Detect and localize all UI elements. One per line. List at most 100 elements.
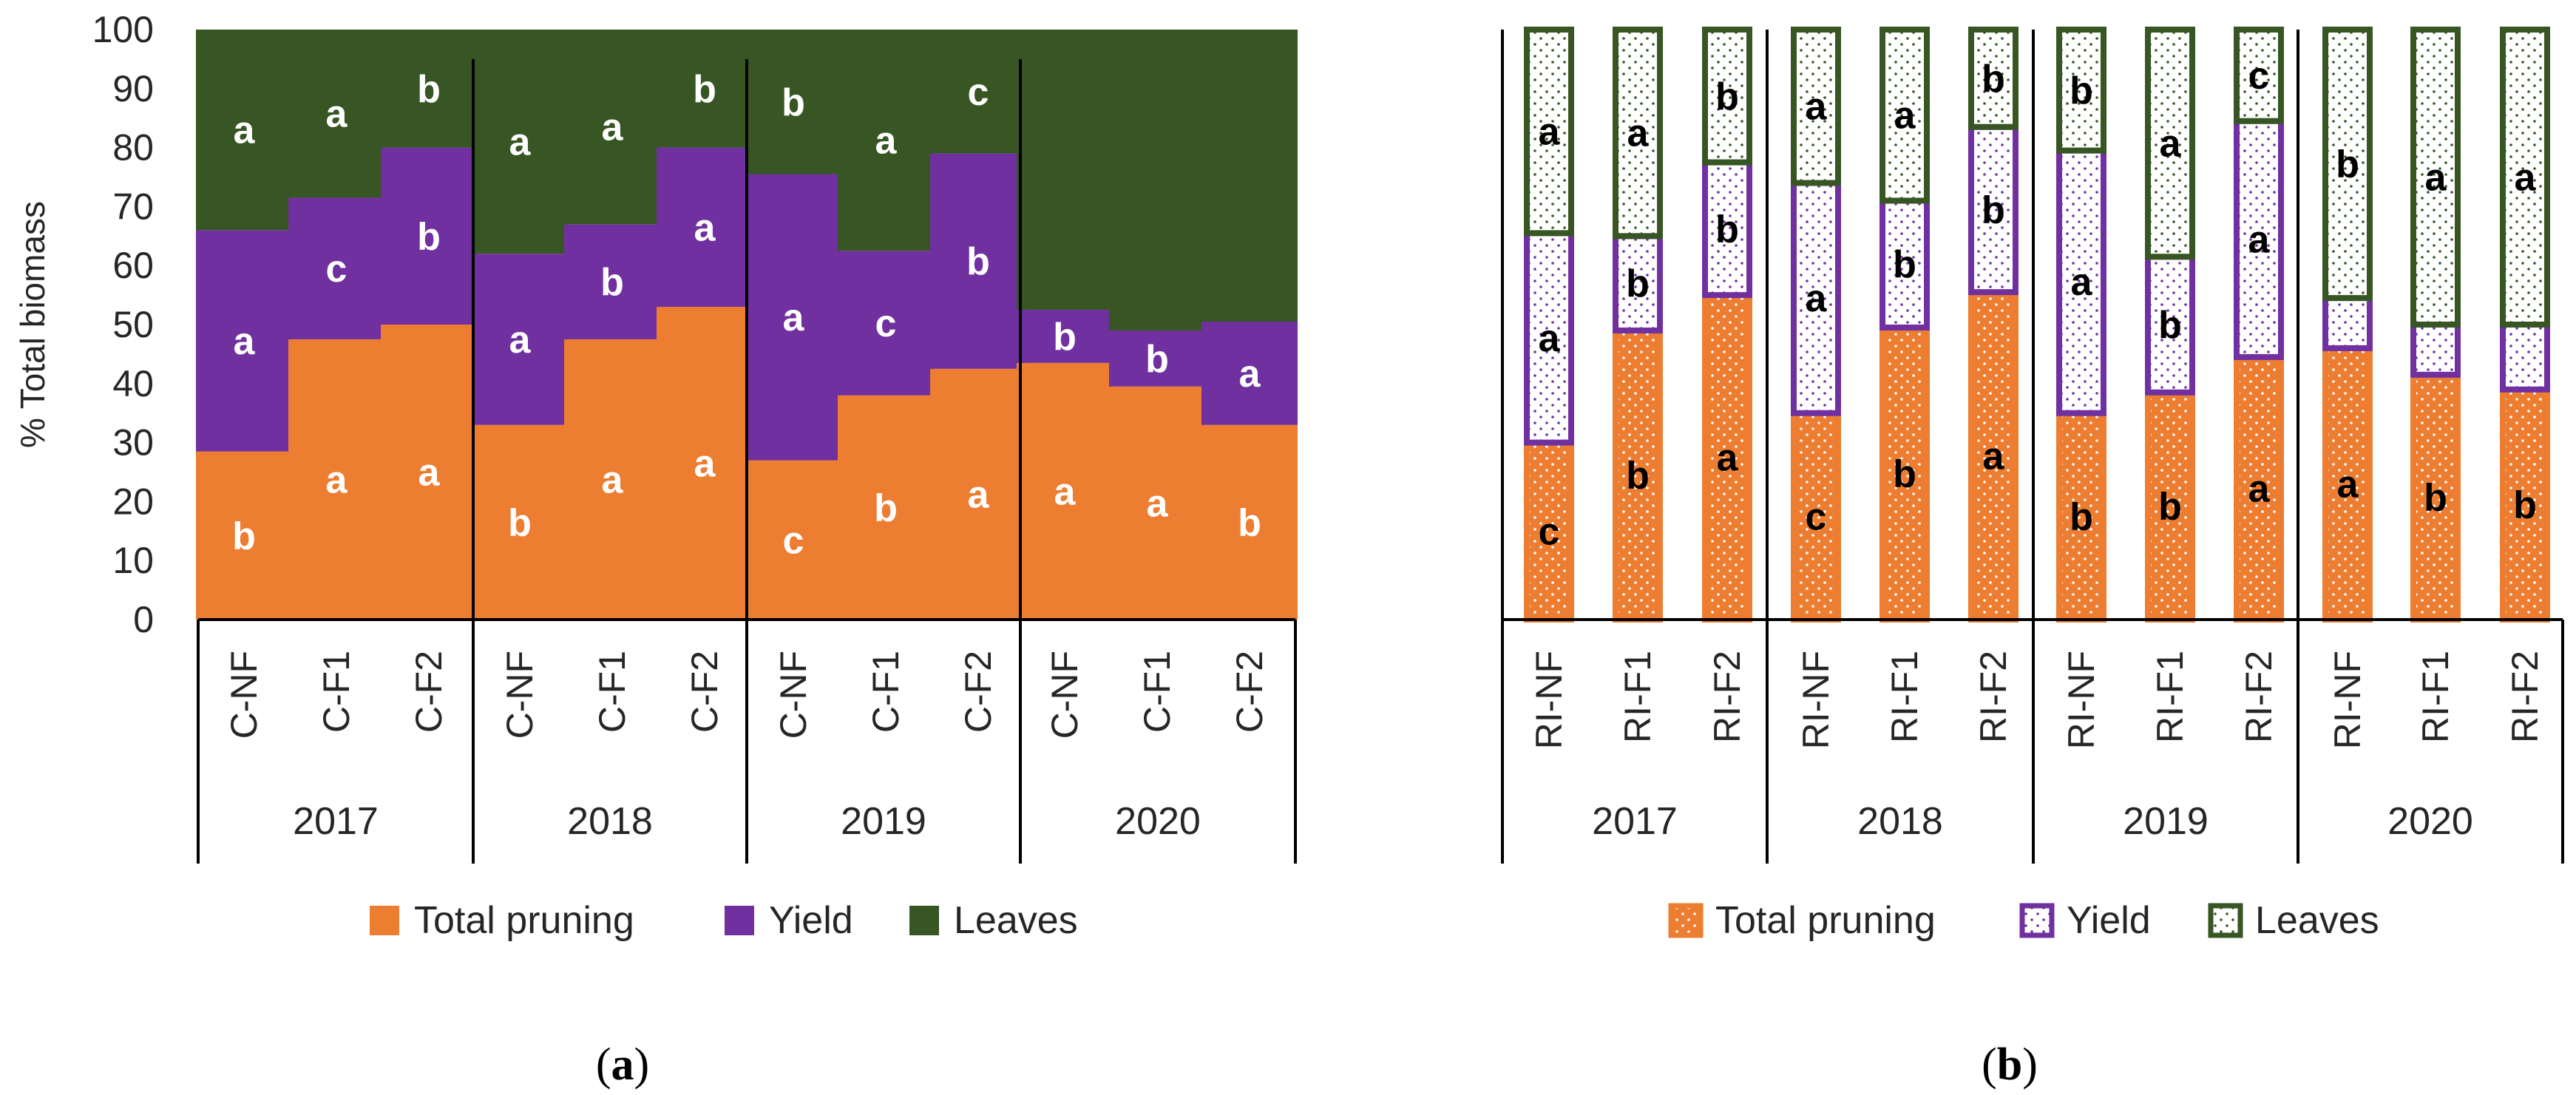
bar-segment-yield — [1791, 180, 1841, 416]
significance-letter: c — [1539, 510, 1560, 553]
bar-segment-leaves — [1017, 30, 1113, 311]
y-tick-label: 30 — [112, 422, 154, 464]
year-label: 2017 — [293, 800, 379, 843]
category-label: C-F2 — [684, 651, 725, 733]
bar-segment-total-pruning — [1201, 424, 1298, 620]
bar-segment-yield — [288, 197, 384, 339]
bar-segment-total-pruning — [2410, 371, 2461, 623]
panel-label-b: (b) — [1982, 1040, 2038, 1090]
category-label: RI-NF — [1528, 651, 1570, 749]
significance-letter: a — [2248, 467, 2271, 510]
bar-segment-leaves — [930, 30, 1026, 154]
bar-segment-total-pruning — [930, 368, 1026, 620]
significance-letter: b — [966, 240, 990, 283]
category-label: C-NF — [1044, 651, 1085, 739]
significance-letter: c — [783, 519, 804, 562]
bar-segment-yield — [2410, 322, 2461, 378]
y-tick-label: 80 — [112, 127, 154, 169]
bar-segment-yield — [745, 174, 841, 461]
year-label: 2018 — [1857, 800, 1943, 843]
significance-letter: a — [1806, 86, 1828, 129]
legend-label: Total pruning — [414, 899, 634, 942]
panel-label-a: (a) — [596, 1040, 649, 1090]
legend-swatch — [1668, 903, 1704, 938]
category-label: RI-F1 — [1617, 651, 1658, 743]
significance-letter: a — [602, 106, 624, 149]
category-label: C-NF — [223, 651, 265, 739]
y-tick-label: 70 — [112, 186, 154, 227]
significance-letter: b — [693, 68, 716, 111]
significance-letter: b — [1626, 262, 1650, 305]
year-label: 2017 — [1592, 800, 1678, 843]
significance-letter: a — [2071, 261, 2093, 304]
significance-letter: b — [1626, 454, 1650, 497]
legend-label: Yield — [769, 899, 853, 942]
significance-letter: b — [1053, 316, 1077, 359]
significance-letter: b — [2424, 476, 2447, 519]
significance-letter: c — [875, 302, 897, 345]
y-tick-label: 0 — [133, 599, 154, 640]
bar-segment-leaves — [2056, 27, 2106, 154]
bar-segment-total-pruning — [2500, 386, 2550, 623]
bar-segment-yield — [2322, 295, 2373, 351]
bar-segment-yield — [1017, 310, 1113, 363]
bar-segment-leaves — [1702, 27, 1752, 166]
y-tick-label: 90 — [112, 68, 154, 109]
bar-segment-leaves — [564, 30, 660, 225]
category-label: RI-NF — [2061, 651, 2102, 749]
category-label: C-F1 — [316, 651, 357, 733]
category-label: RI-F1 — [2149, 651, 2191, 743]
bar-segment-yield — [2056, 147, 2106, 416]
bar-segment-leaves — [1613, 27, 1663, 240]
bar-segment-total-pruning — [564, 339, 660, 620]
bar-segment-leaves — [2410, 27, 2461, 328]
category-label: RI-F2 — [1973, 651, 2014, 743]
bar-segment-leaves — [288, 30, 384, 198]
legend-swatch — [725, 906, 754, 935]
bar-segment-leaves — [1201, 30, 1298, 322]
significance-letter: b — [1893, 452, 1916, 495]
category-label: C-F1 — [1136, 651, 1178, 733]
bar-segment-leaves — [1968, 27, 2019, 130]
significance-letter: a — [509, 319, 532, 362]
bar-segment-total-pruning — [1017, 362, 1113, 620]
bar-segment-total-pruning — [472, 424, 568, 620]
significance-letter: a — [1983, 435, 2005, 478]
bar-segment-total-pruning — [838, 395, 934, 620]
significance-letter: a — [1627, 112, 1650, 155]
significance-letter: b — [1893, 243, 1916, 286]
legend-swatch — [370, 906, 399, 935]
y-tick-label: 10 — [112, 540, 154, 581]
significance-letter: b — [600, 261, 624, 304]
significance-letter: a — [694, 443, 716, 486]
significance-letter: b — [508, 501, 532, 544]
significance-letter: a — [602, 458, 624, 501]
significance-letter: b — [1982, 189, 2005, 231]
significance-letter: b — [1715, 75, 1739, 118]
bar-segment-leaves — [2234, 27, 2284, 124]
year-label: 2018 — [567, 800, 653, 843]
bar-segment-leaves — [1109, 30, 1205, 330]
significance-letter: b — [417, 68, 441, 111]
significance-letter: b — [2158, 485, 2182, 528]
y-tick-label: 50 — [112, 304, 154, 345]
y-tick-label: 40 — [112, 363, 154, 404]
significance-letter: b — [2513, 484, 2537, 526]
chart-b: c a a RI-NF b b a RI-F1 a b b RI-F2 c a a RI-NF b b a RI-F1… — [1501, 27, 2564, 942]
significance-letter: b — [2070, 495, 2093, 538]
bar-segment-yield — [930, 153, 1026, 369]
significance-letter: a — [1539, 317, 1561, 360]
significance-letter: a — [2160, 123, 2182, 166]
significance-letter: a — [2515, 157, 2537, 200]
chart-a: 0 10 20 30 40 50 60 70 80 90 100 % Total biomass b a a… — [13, 9, 1298, 942]
significance-letter: c — [326, 248, 348, 291]
category-label: RI-F2 — [1706, 651, 1748, 743]
significance-letter: a — [1539, 111, 1561, 154]
category-label: C-NF — [499, 651, 540, 739]
significance-letter: a — [234, 320, 256, 363]
significance-letter: a — [1717, 437, 1739, 480]
bar-segment-yield — [838, 251, 934, 396]
category-label: C-F2 — [1229, 651, 1270, 733]
category-label: RI-F2 — [2504, 651, 2546, 743]
